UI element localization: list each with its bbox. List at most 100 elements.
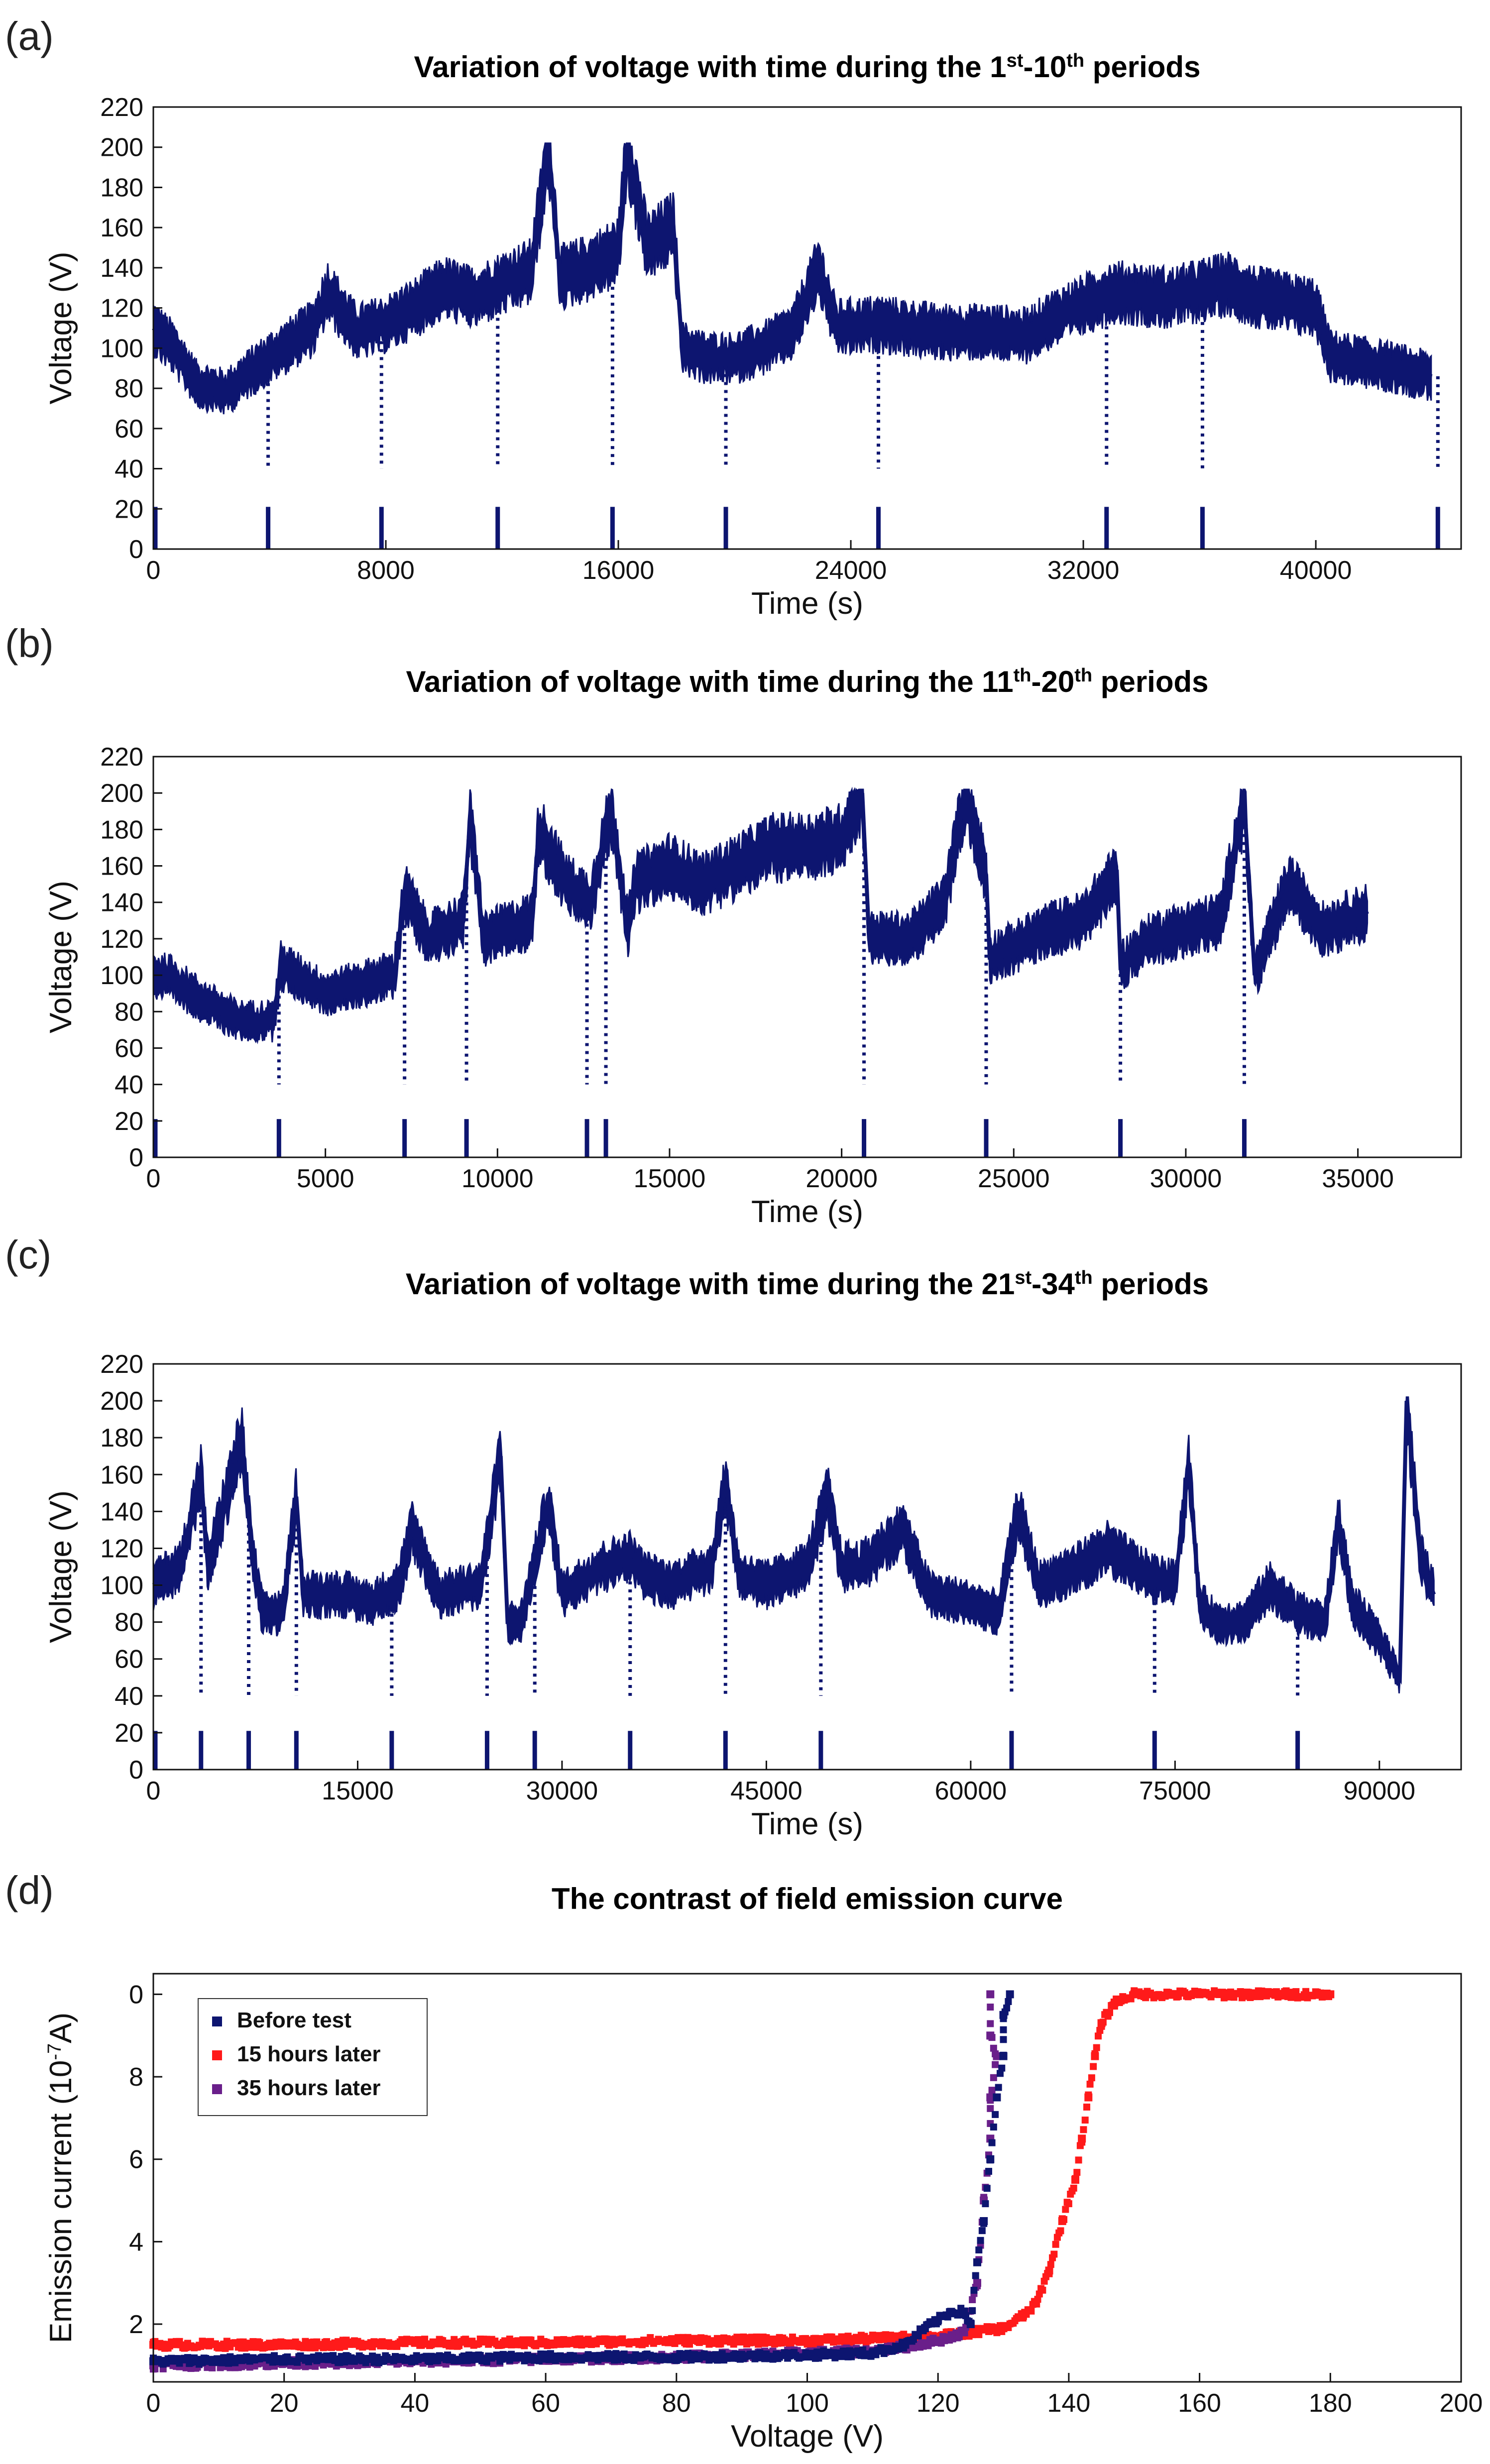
data-point [672, 2337, 681, 2345]
data-point [977, 2237, 984, 2244]
y-tick-label: 220 [100, 743, 143, 772]
data-point [1028, 2307, 1035, 2315]
y-tick-label: 80 [115, 1608, 143, 1637]
y-tick-label: 4 [129, 2228, 143, 2256]
data-point [980, 2217, 988, 2225]
x-tick-label: 25000 [978, 1164, 1050, 1193]
panel-label: (b) [5, 621, 54, 666]
y-tick-label: 100 [100, 334, 143, 363]
data-point [1261, 1990, 1269, 1999]
title-part: st [1007, 50, 1024, 71]
x-tick-label: 35000 [1322, 1164, 1394, 1193]
x-tick-label: 0 [146, 556, 161, 585]
data-point [990, 2074, 997, 2081]
x-tick-label: 5000 [297, 1164, 354, 1193]
data-point [934, 2337, 942, 2345]
y-tick-label: 20 [115, 1719, 143, 1748]
y-tick-label: 60 [115, 1645, 143, 1674]
data-point [975, 2246, 983, 2253]
y-axis-label: Voltage (V) [44, 1490, 78, 1643]
data-point [972, 2272, 979, 2279]
data-point [1050, 2250, 1058, 2258]
data-point [1075, 2156, 1082, 2164]
y-tick-label: 20 [115, 1107, 143, 1136]
y-tick-label: 0 [129, 1756, 143, 1785]
data-point [988, 2139, 996, 2146]
title-part: th [1066, 50, 1084, 71]
data-point [998, 2064, 1006, 2072]
x-tick-label: 16000 [582, 556, 655, 585]
x-tick-label: 10000 [461, 1164, 534, 1193]
panel-title-c: (c) Variation of voltage with time during… [5, 1232, 1209, 1301]
data-point [973, 2279, 982, 2287]
voltage-peaks-line [152, 146, 1433, 395]
top-tick: 0 [129, 1980, 162, 2009]
voltage-series-a [152, 142, 1440, 549]
data-point [986, 2155, 995, 2163]
panel-label: (a) [5, 14, 54, 58]
voltage-band [152, 142, 1432, 415]
y-tick-label: 100 [100, 1571, 143, 1600]
data-point [209, 2364, 216, 2371]
data-point [988, 2087, 996, 2094]
voltage-peaks-line [153, 792, 1369, 1023]
legend-swatch [212, 2016, 222, 2026]
voltage-peaks-line [152, 1400, 1436, 1685]
x-tick-label: 160 [1178, 2389, 1221, 2418]
data-point [1195, 1990, 1204, 1999]
x-axis-label: Voltage (V) [731, 2419, 884, 2454]
data-point [1000, 2026, 1007, 2033]
y-tick-label: 140 [100, 889, 143, 917]
data-point [1062, 2206, 1069, 2213]
chart-title: The contrast of field emission curve [552, 1882, 1063, 1915]
x-tick-label: 8000 [357, 556, 415, 585]
x-tick-label: 40 [400, 2389, 429, 2418]
panel-label: (d) [5, 1868, 54, 1912]
x-tick-label: 0 [146, 2389, 161, 2418]
x-tick-label: 200 [1440, 2389, 1483, 2418]
x-tick-label: 20 [270, 2389, 299, 2418]
data-point [1093, 2044, 1100, 2051]
data-point [1081, 2117, 1089, 2124]
data-point [987, 2105, 994, 2112]
x-tick-label: 0 [146, 1777, 161, 1805]
legend-label: Before test [237, 2008, 351, 2032]
data-point [1005, 1998, 1012, 2005]
y-tick-label: 200 [100, 133, 143, 162]
y-label-part: Emission current (10 [44, 2060, 78, 2344]
data-point [993, 2093, 1001, 2102]
y-axis-label: Emission current (10-7A) [44, 2013, 78, 2343]
data-point [803, 2337, 811, 2345]
legend-label: 35 hours later [237, 2076, 381, 2100]
data-point [1052, 2240, 1059, 2248]
data-point [992, 2111, 999, 2118]
title-part: periods [1093, 1267, 1209, 1301]
data-point [986, 2093, 995, 2102]
y-tick-label: 2 [129, 2310, 143, 2339]
data-point [411, 2355, 419, 2363]
data-point [868, 2349, 877, 2357]
data-point [995, 2084, 1002, 2091]
title-part: Variation of voltage with time during th… [406, 1267, 1015, 1301]
y-label-sup: -7 [44, 2043, 65, 2060]
data-point [280, 2355, 288, 2363]
data-point [999, 2324, 1008, 2333]
plot-frame [152, 106, 1462, 550]
x-axis-label: Time (s) [751, 1195, 863, 1229]
data-point [1047, 2261, 1054, 2268]
data-point [999, 2052, 1008, 2060]
axes-d: 0 20 40 60 80 100 120 140 160 180 200 2 4 6 8 Voltage (… [44, 1973, 1483, 2454]
data-point [1084, 2093, 1093, 2102]
title-part: th [1074, 665, 1092, 686]
legend: Before test 15 hours later 35 hours later [198, 1998, 428, 2116]
x-tick-label: 180 [1309, 2389, 1352, 2418]
panel-title-d: (d) The contrast of field emission curve [5, 1868, 1063, 1915]
data-point [987, 2004, 994, 2011]
chart-title: Variation of voltage with time during th… [406, 665, 1208, 698]
data-point [1070, 2184, 1077, 2192]
y-tick-label: 40 [115, 455, 143, 484]
panel-label: (c) [5, 1232, 51, 1277]
y-tick-label: 200 [100, 1387, 143, 1416]
y-tick-label: 120 [100, 925, 143, 954]
